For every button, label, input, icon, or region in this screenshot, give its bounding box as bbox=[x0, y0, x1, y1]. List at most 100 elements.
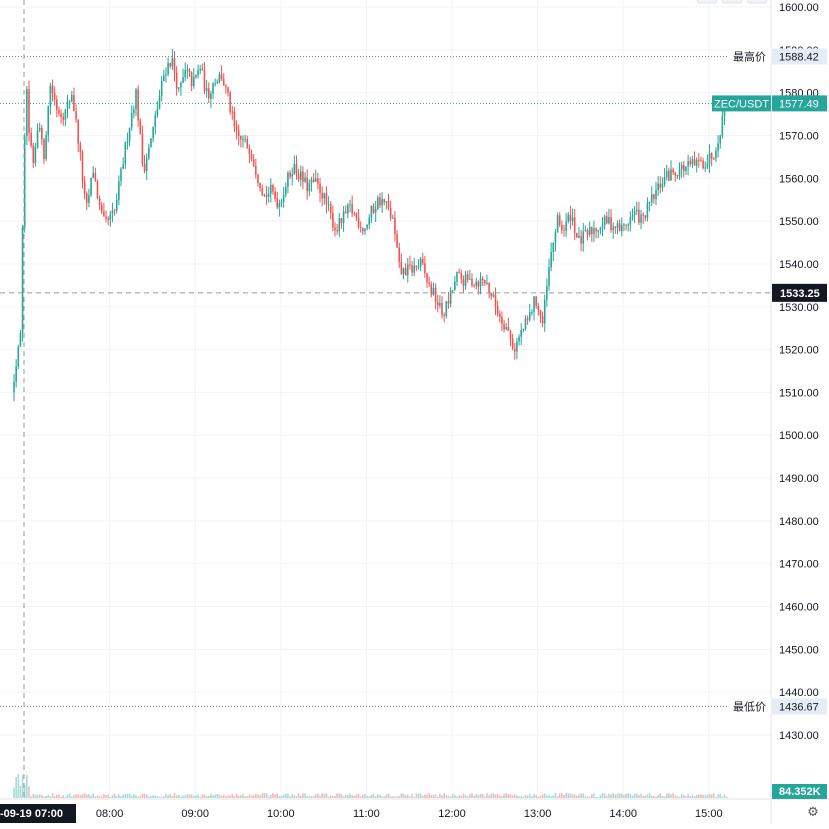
candle-body bbox=[312, 179, 315, 182]
candle-body bbox=[436, 301, 439, 306]
volume-bar bbox=[340, 794, 343, 798]
volume-bar bbox=[706, 795, 709, 798]
volume-bar bbox=[58, 794, 60, 798]
volume-bar bbox=[623, 795, 625, 798]
volume-bar bbox=[469, 793, 471, 798]
candle-body bbox=[357, 217, 360, 228]
volume-bar bbox=[430, 795, 433, 798]
candle-body bbox=[655, 190, 657, 199]
volume-bar bbox=[569, 793, 572, 798]
candle-body bbox=[691, 159, 694, 165]
volume-bar bbox=[415, 793, 418, 798]
candle-body bbox=[85, 193, 88, 203]
volume-bar bbox=[674, 795, 677, 798]
volume-bar bbox=[588, 796, 591, 798]
candle-body bbox=[64, 109, 67, 120]
candle-body bbox=[282, 194, 285, 202]
candle-body bbox=[255, 166, 257, 175]
volume-bar bbox=[94, 796, 97, 798]
y-tick-label: 1560.00 bbox=[779, 173, 819, 185]
gear-icon[interactable]: ⚙ bbox=[807, 804, 819, 819]
volume-bar bbox=[672, 793, 674, 798]
volume-bar bbox=[531, 796, 533, 798]
volume-bar bbox=[64, 796, 67, 798]
volume-bar bbox=[640, 793, 642, 798]
toolbar-button[interactable] bbox=[721, 0, 743, 4]
volume-bar bbox=[644, 795, 647, 798]
candle-body bbox=[235, 126, 238, 131]
volume-bar bbox=[599, 795, 602, 798]
y-tick-label: 1500.00 bbox=[779, 430, 819, 442]
low-price-label: 最低价 bbox=[733, 700, 766, 713]
volume-bar bbox=[411, 793, 413, 798]
candle-body bbox=[605, 216, 608, 224]
candle-body bbox=[225, 85, 227, 88]
time-axis[interactable]: 08:00 09:00 10:00 11:00 12:00 13:00 14:00 15:00 bbox=[96, 808, 723, 820]
volume-bar bbox=[265, 793, 268, 798]
volume-bar bbox=[708, 793, 711, 798]
candle-body bbox=[567, 214, 570, 222]
candle-body bbox=[98, 198, 101, 206]
candle-body bbox=[584, 230, 587, 232]
candle-body bbox=[220, 74, 223, 79]
volume-bar bbox=[612, 793, 615, 798]
candle-body bbox=[267, 193, 270, 197]
volume-bar bbox=[332, 795, 334, 798]
volume-bar bbox=[171, 795, 174, 798]
x-tick-label: 13:00 bbox=[524, 808, 552, 820]
candle-body bbox=[302, 171, 304, 182]
volume-bar bbox=[492, 793, 495, 798]
price-axis[interactable]: 1600.001590.001580.001570.001560.001550.… bbox=[779, 2, 819, 742]
volume-bar bbox=[385, 794, 388, 798]
candle-body bbox=[310, 179, 313, 183]
candle-body bbox=[406, 264, 409, 276]
volume-bar bbox=[212, 795, 214, 798]
candle-body bbox=[537, 305, 540, 310]
volume-bar bbox=[524, 794, 527, 798]
candle-body bbox=[526, 318, 529, 320]
volume-bar bbox=[261, 793, 264, 798]
volume-bar bbox=[518, 796, 520, 798]
candle-body bbox=[319, 183, 321, 193]
toolbar-button[interactable] bbox=[746, 0, 768, 4]
volume-bar bbox=[184, 795, 187, 798]
candle-body bbox=[396, 234, 398, 248]
volume-bar bbox=[248, 794, 251, 798]
volume-bar bbox=[56, 794, 58, 798]
candle-body bbox=[81, 152, 84, 181]
candle-body bbox=[377, 197, 379, 210]
volume-bar bbox=[190, 794, 193, 798]
candle-body bbox=[618, 223, 621, 232]
volume-bar bbox=[601, 793, 604, 798]
candle-body bbox=[212, 83, 214, 94]
volume-bar bbox=[704, 795, 707, 798]
candle-body bbox=[180, 82, 182, 88]
candle-body bbox=[456, 271, 458, 282]
candle-body bbox=[693, 159, 696, 166]
candle-body bbox=[207, 88, 210, 99]
volume-bar bbox=[122, 794, 124, 798]
candle-body bbox=[548, 267, 550, 287]
last-price-value: 1577.49 bbox=[779, 98, 819, 110]
candle-body bbox=[601, 225, 604, 229]
volume-bar bbox=[88, 794, 90, 798]
toolbar-button[interactable] bbox=[696, 0, 718, 4]
volume-bar bbox=[152, 795, 154, 798]
volume-bar bbox=[586, 796, 589, 798]
candle-body bbox=[28, 89, 30, 134]
volume-bar bbox=[584, 796, 587, 798]
candle-body bbox=[47, 106, 50, 136]
volume-bar bbox=[578, 794, 580, 798]
candle-body bbox=[304, 177, 306, 182]
candle-body bbox=[314, 178, 317, 182]
candle-body bbox=[94, 172, 97, 182]
candle-body bbox=[347, 204, 349, 214]
volume-bar bbox=[650, 795, 653, 798]
volume-bar bbox=[490, 793, 493, 798]
volume-bar bbox=[721, 796, 724, 798]
candle-body bbox=[464, 274, 467, 286]
volume-bar bbox=[563, 794, 565, 798]
candle-body bbox=[484, 280, 486, 284]
